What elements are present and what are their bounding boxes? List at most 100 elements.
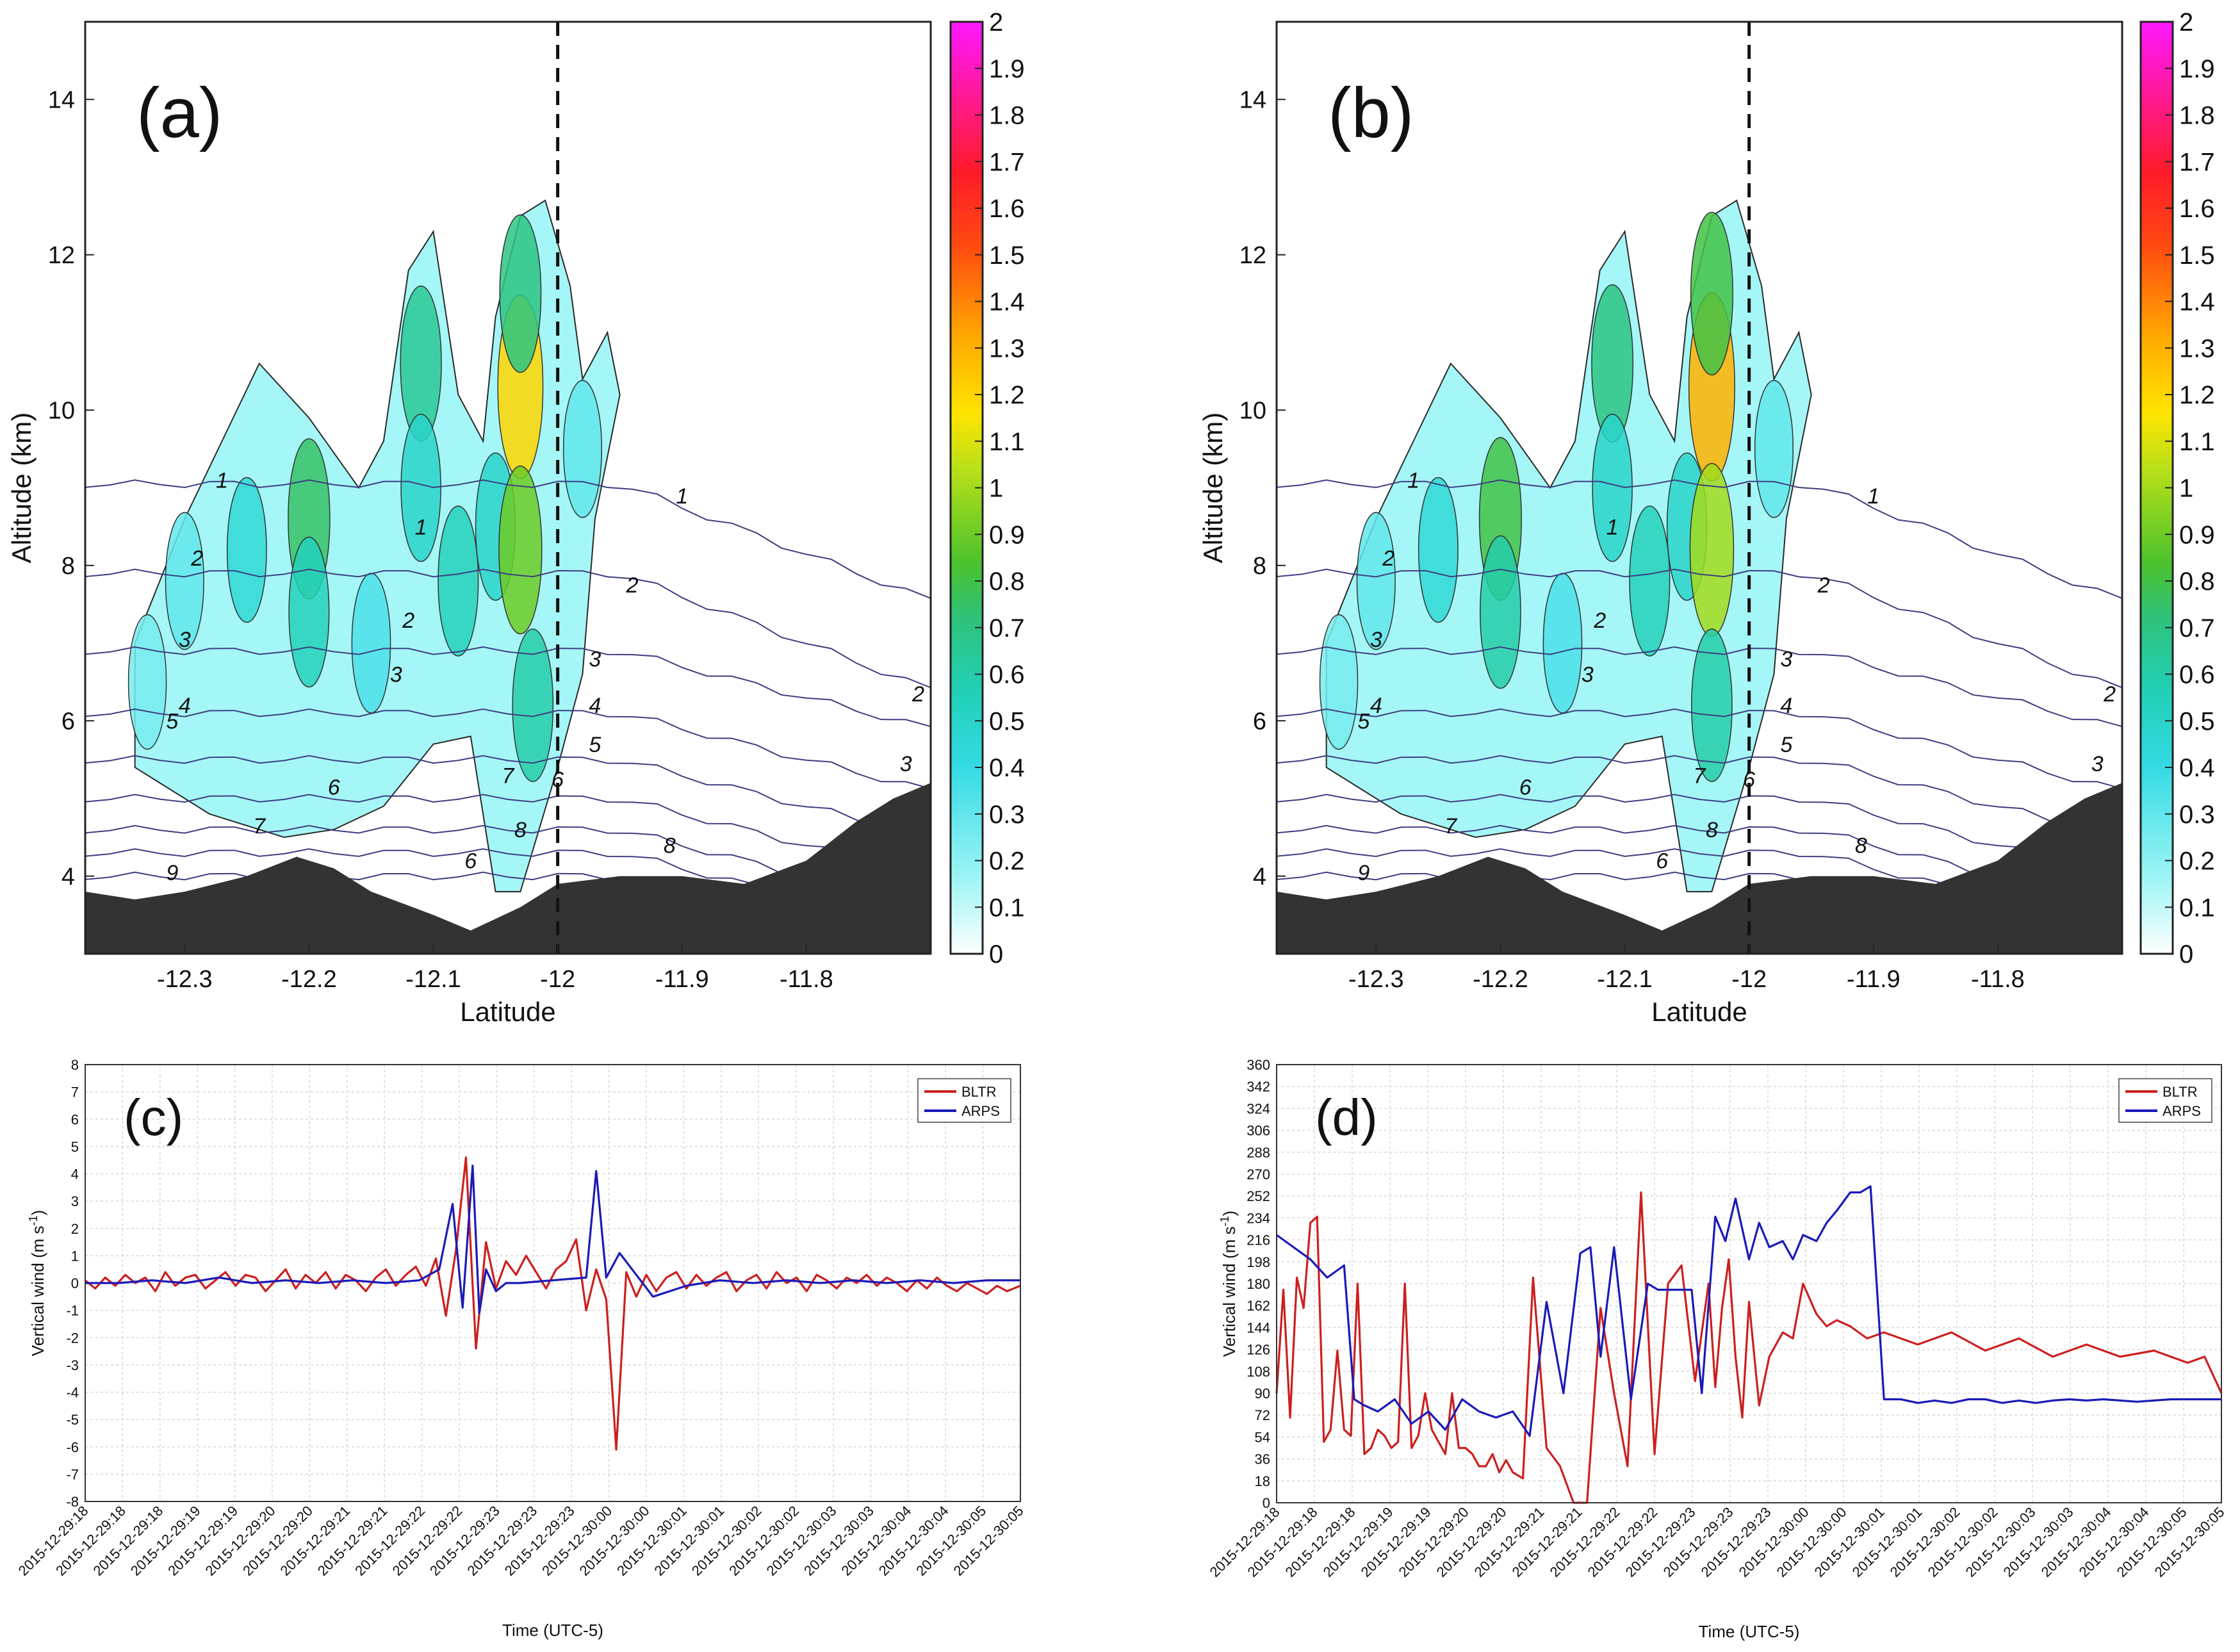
y-axis-label-sup: -1	[27, 1215, 40, 1225]
contour-label: 3	[2091, 752, 2104, 776]
contour-label: 3	[1370, 628, 1382, 652]
cloud-cell	[400, 413, 441, 562]
terrain	[1277, 783, 2122, 954]
legend-label: BLTR	[961, 1084, 997, 1100]
legend-box	[917, 1078, 1011, 1123]
y-axis-label-text: Vertical wind (m s	[1220, 1226, 1239, 1357]
colorbar-tick-label: 1.7	[2179, 148, 2215, 176]
contour-label: 8	[514, 818, 527, 842]
y-tick-label: 14	[48, 86, 75, 113]
y-tick-label: 72	[1255, 1407, 1270, 1423]
colorbar-tick-label: 1.6	[2179, 195, 2215, 223]
y-tick-label: 8	[1253, 553, 1266, 580]
contour-label: 5	[1357, 709, 1369, 733]
cloud-cell	[1480, 535, 1521, 689]
contour-label: 9	[1357, 861, 1369, 885]
contour-label: 3	[1582, 663, 1594, 687]
cloud-cell	[127, 614, 167, 750]
contour-label: 7	[502, 764, 515, 788]
colorbar-tick-label: 0.6	[2179, 661, 2215, 689]
colorbar-tick-label: 0.5	[989, 707, 1025, 735]
panel-label: (c)	[124, 1089, 183, 1146]
colorbar-tick-label: 0.8	[2179, 568, 2215, 596]
y-tick-label: 12	[1239, 242, 1266, 269]
y-axis-label-text: Vertical wind (m s	[28, 1225, 47, 1356]
y-tick-label: -7	[66, 1466, 79, 1482]
x-tick-label: -11.9	[1847, 966, 1901, 993]
cloud-cell	[1690, 211, 1733, 376]
contour-label: 2	[1593, 609, 1606, 633]
contour-label: 5	[166, 709, 178, 733]
contour-label: 4	[1780, 694, 1792, 718]
cloud-cell	[1689, 462, 1735, 637]
y-tick-label: -4	[66, 1385, 79, 1401]
legend-box	[2118, 1078, 2212, 1123]
contour-label: 8	[664, 833, 676, 858]
contour-label: 5	[589, 733, 601, 757]
colorbar-tick-label: 1.2	[989, 381, 1025, 409]
y-tick-label: 54	[1255, 1429, 1270, 1445]
contour-label: 7	[1694, 764, 1706, 788]
y-tick-label: 144	[1247, 1320, 1270, 1336]
contour-label: 1	[1606, 515, 1619, 539]
cloud-cell	[165, 512, 204, 650]
colorbar-tick-label: 0.8	[989, 568, 1025, 596]
contour-line	[1277, 568, 2122, 689]
y-tick-label: 126	[1247, 1342, 1270, 1358]
y-tick-label: 324	[1247, 1100, 1270, 1116]
series-line-arps	[1276, 1185, 2221, 1437]
colorbar-tick-label: 1.9	[2179, 55, 2215, 83]
y-tick-label: 0	[1263, 1495, 1270, 1511]
x-tick-label: -12	[540, 966, 575, 993]
contour-label: 6	[328, 775, 340, 799]
y-tick-label: -5	[66, 1412, 79, 1428]
contour-line	[1277, 708, 2122, 790]
x-tick-label: -11.9	[655, 966, 709, 993]
colorbar-tick-label: 2	[2179, 8, 2193, 37]
y-tick-label: 6	[71, 1111, 79, 1127]
colorbar-tick-label: 1.4	[989, 288, 1025, 316]
contour-label: 1	[216, 469, 228, 493]
x-tick-label: -12.1	[1597, 966, 1653, 993]
x-tick-label: -11.8	[1971, 966, 2025, 993]
colorbar-tick-label: 1.8	[2179, 102, 2215, 130]
colorbar-tick-label: 1.4	[2179, 288, 2215, 316]
contour-label: 2	[190, 546, 203, 571]
y-tick-label: 270	[1247, 1166, 1270, 1182]
plot-inner	[85, 199, 931, 954]
contour-label: 2	[1382, 546, 1394, 571]
panel-label: (d)	[1315, 1089, 1378, 1146]
y-tick-label: 162	[1247, 1298, 1270, 1314]
colorbar-tick-label: 0.6	[989, 661, 1025, 689]
colorbar-tick-label: 1	[989, 475, 1003, 503]
y-axis-label: Vertical wind (m s-1)	[27, 1210, 47, 1356]
plot-frame	[84, 20, 932, 955]
y-tick-label: 10	[48, 397, 75, 424]
colorbar-tick-label: 0.3	[2179, 801, 2215, 829]
contour-line	[1277, 755, 2122, 836]
contour-line	[85, 708, 931, 790]
y-tick-label: -2	[66, 1330, 79, 1346]
x-tick-label: -12.1	[405, 966, 461, 993]
contour-line	[1277, 479, 2122, 599]
colorbar-tick-label: 0.9	[989, 521, 1025, 549]
x-tick-label: -11.8	[780, 966, 833, 993]
y-tick-label: 234	[1247, 1210, 1270, 1226]
colorbar-tick-label: 0	[989, 940, 1003, 969]
contour-label: 2	[912, 682, 924, 707]
contour-label: 2	[626, 573, 639, 598]
colorbar-tick-label: 1.3	[2179, 334, 2215, 363]
colorbar-tick-label: 1.7	[989, 148, 1025, 176]
colorbar-tick-label: 0.4	[989, 754, 1025, 782]
cloud-cell	[1629, 505, 1671, 657]
contour-label: 2	[1817, 573, 1830, 598]
y-tick-label: 12	[48, 242, 75, 269]
colorbar-tick-label: 0.7	[2179, 614, 2215, 642]
panel-label: (a)	[136, 74, 222, 152]
cloud-cell	[437, 505, 479, 657]
x-tick-label: -12	[1731, 966, 1767, 993]
colorbar-tick-label: 0.1	[989, 894, 1025, 922]
contour-label: 1	[1407, 469, 1419, 493]
cloud-cell	[1691, 628, 1733, 782]
cloud-cell	[498, 465, 543, 635]
